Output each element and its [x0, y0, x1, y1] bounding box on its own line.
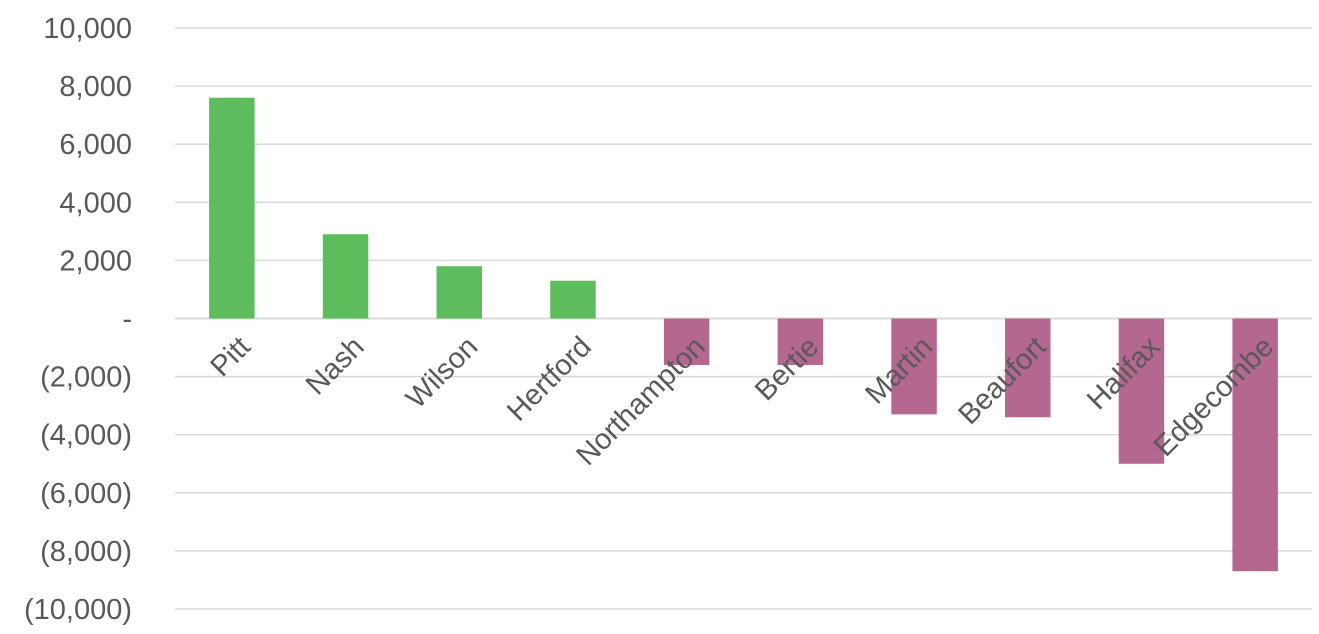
y-tick-label: (10,000)	[24, 594, 132, 626]
bar-bertie	[777, 318, 824, 365]
bar-martin	[891, 318, 937, 415]
y-tick-label: 10,000	[43, 13, 132, 45]
bar-beaufort	[1005, 318, 1051, 418]
category-label-nash: Nash	[300, 331, 371, 402]
bar-edgecombe	[1232, 318, 1278, 572]
y-axis-tick-labels: 10,000 8,000 6,000 4,000 2,000 - (2,000) (4,000…	[24, 13, 132, 626]
bar-hertford	[550, 280, 596, 319]
y-tick-label: 8,000	[59, 71, 132, 103]
category-label-pitt: Pitt	[205, 331, 257, 383]
y-tick-label: 6,000	[59, 129, 132, 161]
bar-pitt	[209, 97, 255, 319]
y-tick-label: 4,000	[59, 187, 132, 219]
y-tick-label: (6,000)	[40, 478, 132, 510]
bar-northampton	[663, 318, 710, 365]
y-tick-label: (8,000)	[40, 536, 132, 568]
category-label-wilson: Wilson	[400, 331, 484, 415]
bar-halifax	[1118, 318, 1165, 464]
category-label-hertford: Hertford	[501, 331, 598, 428]
y-tick-label: (4,000)	[40, 420, 132, 452]
y-tick-label: (2,000)	[40, 362, 132, 394]
bar-nash	[322, 234, 369, 319]
bars	[209, 97, 1278, 572]
y-tick-label: 2,000	[59, 245, 132, 277]
y-tick-label: -	[122, 304, 132, 336]
bar-wilson	[436, 266, 482, 319]
